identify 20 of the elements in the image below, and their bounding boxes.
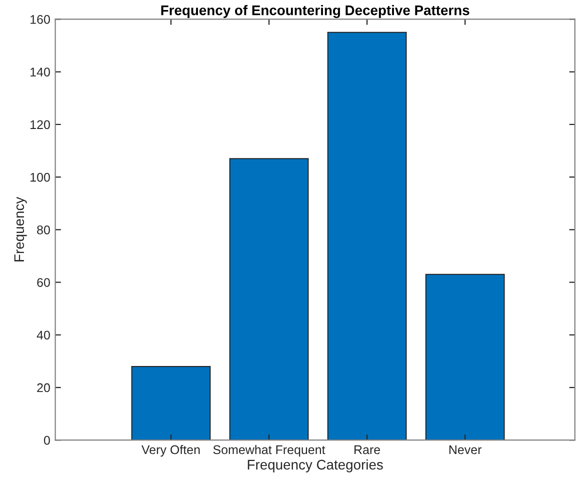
- y-tick-label: 60: [37, 278, 50, 287]
- bar: [131, 366, 211, 440]
- x-tick-label: Never: [449, 445, 482, 454]
- bar: [229, 158, 309, 440]
- bar: [327, 32, 407, 440]
- chart-title: Frequency of Encountering Deceptive Patterns: [161, 5, 470, 18]
- y-axis-title: Frequency: [14, 196, 27, 262]
- y-tick-label: 20: [37, 383, 50, 392]
- y-tick-label: 160: [30, 15, 50, 24]
- y-tick-label: 140: [30, 68, 50, 76]
- y-tick-label: 0: [44, 436, 50, 445]
- y-tick-label: 80: [37, 225, 50, 234]
- y-tick-label: 40: [36, 330, 50, 340]
- x-axis-title: Frequency Categories: [248, 459, 383, 472]
- x-tick-label: Rare: [354, 445, 380, 454]
- x-tick-label: Very Often: [141, 444, 200, 457]
- y-tick-label: 100: [30, 172, 50, 182]
- y-tick-label: 120: [30, 120, 50, 130]
- bar: [425, 274, 505, 440]
- x-tick-label: Somewhat Frequent: [213, 444, 326, 457]
